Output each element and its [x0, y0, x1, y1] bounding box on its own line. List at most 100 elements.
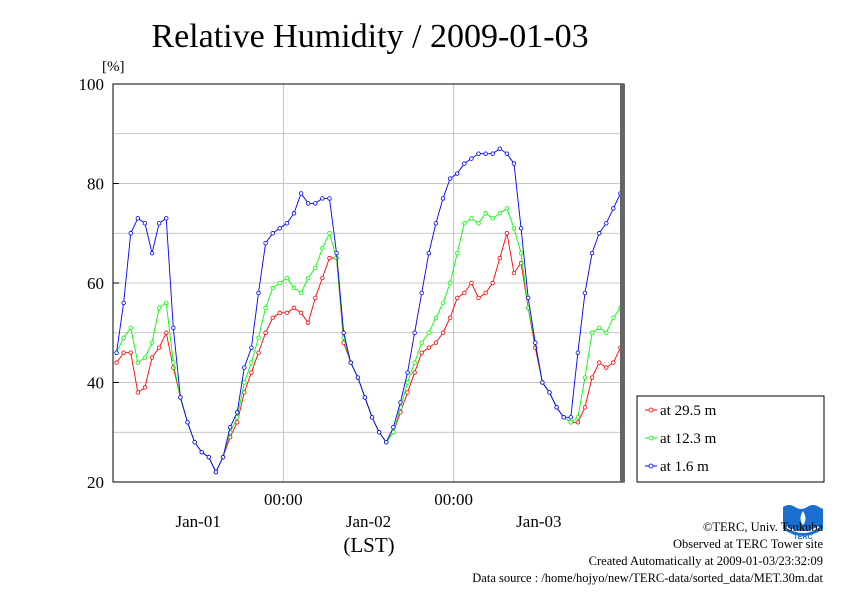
data-point — [164, 330, 169, 335]
data-point — [540, 380, 545, 385]
data-point — [327, 231, 332, 236]
data-point — [327, 255, 332, 261]
plot-right-bar — [620, 84, 625, 482]
data-point — [284, 221, 290, 226]
legend-label: at 1.6 m — [660, 459, 709, 475]
data-point — [142, 385, 148, 390]
data-point — [391, 425, 396, 430]
data-point — [440, 196, 446, 201]
data-point — [575, 415, 581, 420]
data-point — [277, 310, 282, 316]
data-point — [348, 360, 353, 365]
terc-logo-icon: TERC — [783, 505, 823, 541]
data-point — [511, 226, 517, 231]
data-point — [320, 245, 325, 251]
data-point — [596, 231, 602, 236]
data-point — [476, 295, 481, 301]
data-point — [405, 380, 410, 385]
data-point — [270, 285, 275, 291]
data-point — [575, 350, 581, 355]
data-point — [611, 360, 616, 365]
grid-lines — [113, 84, 624, 482]
data-point — [483, 211, 488, 216]
data-point — [596, 360, 602, 365]
x-tick-label: 00:00 — [264, 490, 303, 509]
data-point — [121, 350, 126, 355]
data-point — [291, 285, 297, 291]
legend-marker — [648, 407, 654, 413]
data-point — [156, 221, 162, 226]
data-point — [178, 395, 183, 400]
data-point — [263, 330, 268, 335]
data-point — [490, 280, 495, 286]
data-point — [199, 449, 204, 455]
data-point — [114, 360, 119, 365]
data-point — [291, 305, 297, 311]
data-point — [398, 400, 403, 405]
y-tick-label: 60 — [87, 274, 104, 293]
data-point — [582, 290, 588, 296]
data-point — [455, 295, 460, 301]
data-point — [284, 275, 290, 281]
data-point — [490, 216, 495, 221]
legend-box — [636, 395, 825, 483]
data-point — [405, 390, 410, 395]
data-point — [135, 216, 141, 221]
data-point — [433, 221, 439, 226]
axis-ticks: 20 40 60 80 100 00:00 00:00 Jan-01 Jan-02 Jan-03 — [79, 75, 562, 531]
data-point — [142, 355, 148, 360]
legend-label: at 29.5 m — [660, 403, 717, 419]
data-point — [341, 330, 346, 335]
data-point — [611, 315, 616, 321]
data-point — [298, 310, 304, 316]
data-point — [242, 365, 247, 370]
data-point — [405, 370, 410, 375]
data-point — [604, 365, 609, 370]
data-point — [447, 176, 453, 181]
data-point — [426, 250, 432, 256]
data-point — [156, 305, 162, 311]
data-point — [483, 290, 488, 296]
data-point — [589, 250, 595, 256]
x-day-label: Jan-03 — [516, 512, 561, 531]
data-point — [412, 370, 417, 375]
data-point — [256, 350, 261, 355]
data-point — [185, 420, 190, 425]
data-point — [171, 360, 176, 365]
data-point — [156, 345, 162, 350]
data-point — [440, 330, 446, 335]
data-point — [128, 350, 133, 355]
x-day-label: Jan-01 — [176, 512, 221, 531]
x-tick-label: 00:00 — [434, 490, 473, 509]
series-3 — [114, 146, 623, 475]
data-point — [270, 231, 275, 236]
data-point — [504, 231, 510, 236]
data-point — [604, 330, 609, 335]
legend-marker — [648, 463, 654, 469]
data-point — [462, 290, 467, 296]
data-point — [164, 216, 169, 221]
data-point — [490, 151, 495, 156]
data-point — [525, 295, 531, 301]
series-line — [116, 148, 621, 474]
data-point — [227, 425, 233, 430]
data-point — [497, 255, 502, 261]
data-point — [327, 196, 332, 201]
data-point — [235, 415, 240, 420]
data-point — [263, 305, 268, 311]
source-text: Data source : /home/hojyo/new/TERC-data/… — [472, 571, 823, 585]
data-point — [121, 335, 126, 340]
data-point — [320, 275, 325, 281]
data-point — [518, 226, 524, 231]
data-point — [355, 375, 361, 380]
data-point — [476, 151, 481, 156]
data-point — [291, 211, 297, 216]
data-point — [469, 280, 474, 286]
data-point — [313, 295, 318, 301]
x-axis-label: (LST) — [343, 533, 394, 557]
data-point — [582, 405, 588, 410]
data-point — [249, 345, 254, 350]
data-point — [533, 340, 538, 345]
data-point — [313, 201, 318, 206]
